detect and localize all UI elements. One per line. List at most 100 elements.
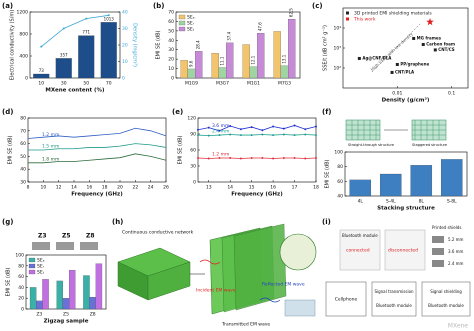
y-tick-label: 10² (333, 66, 341, 72)
legend-label: 3D printed EMI shielding materials (354, 11, 432, 17)
photo (384, 229, 426, 271)
x-tick-label: 20 (117, 185, 123, 191)
x-axis-title: Density (g/cm³) (382, 97, 430, 104)
box-label: Signal transmission (374, 289, 414, 294)
marker (304, 128, 307, 131)
x-tick-label: 10 (40, 185, 46, 191)
x-tick-label: S-4L (386, 199, 396, 205)
y-tick-label: 0 (193, 180, 196, 186)
x-axis-title: MXene content (%) (45, 88, 105, 94)
point (390, 70, 394, 74)
photo (339, 229, 381, 271)
bar (218, 67, 227, 79)
value-label: 13.1 (282, 54, 287, 63)
y-tick-label: 30 (190, 164, 196, 170)
panel-label: (a) (2, 2, 13, 10)
legend-label: SEₜ (187, 27, 195, 33)
legend-swatch (28, 269, 36, 275)
sample-image (56, 242, 74, 250)
x-tick-label: 10 (38, 81, 44, 87)
bar (211, 53, 219, 79)
point-label: Carbon foam (426, 41, 455, 46)
marker (282, 127, 285, 130)
legend-label: SEₐ (187, 15, 195, 21)
marker (197, 157, 199, 159)
bar (257, 33, 265, 79)
bar (379, 173, 402, 197)
bar (226, 42, 234, 79)
marker (304, 157, 307, 160)
panel-label: (b) (153, 2, 164, 10)
value-label: 1013 (104, 16, 115, 21)
y-tick-label: 40 (18, 285, 24, 291)
value-label: 73 (39, 68, 45, 73)
y-tick-label: 90 (190, 132, 196, 138)
thickness-label: 2.4 mm (448, 261, 464, 266)
panel-label: (f) (322, 108, 331, 116)
shield (432, 236, 444, 243)
x-tick-label: 24 (148, 185, 154, 191)
x-tick-label: 18 (313, 185, 319, 191)
x-tick-label: 14 (71, 185, 77, 191)
marker (250, 157, 253, 159)
y2-tick-label: 30 (122, 26, 128, 32)
x-tick-label: 0.01 (392, 91, 402, 97)
marker (62, 27, 65, 30)
x-tick-label: 16 (86, 185, 92, 191)
diagram-label: Transmitted EM wave (221, 322, 270, 328)
bar (410, 165, 433, 197)
panel-label: (h) (112, 218, 123, 226)
panel-label: (e) (172, 108, 183, 116)
value-label: 47.6 (258, 22, 263, 31)
shield (432, 248, 444, 255)
bar (29, 287, 37, 310)
bar (89, 297, 96, 310)
line (197, 134, 317, 137)
x-tick-label: 50 (83, 81, 89, 87)
marker (315, 157, 317, 159)
series-label: 1.2 mm (212, 152, 229, 158)
inset-lines (346, 120, 380, 140)
y-tick-label: 1200 (17, 10, 29, 16)
x-axis-title: Stacking structure (377, 206, 435, 212)
value-label: 62.5 (289, 8, 294, 17)
y2-tick-label: 0 (122, 76, 125, 82)
y-tick-label: 20 (18, 296, 24, 302)
legend-label: SEₜ (37, 270, 45, 276)
network-block (147, 261, 191, 301)
inset-lines (412, 120, 446, 140)
y-tick-label: 60 (190, 148, 196, 154)
thickness-label: 5.2 mm (448, 237, 464, 242)
y-tick-label: 80 (337, 164, 343, 170)
bar (280, 65, 289, 79)
x-tick-label: 4L (358, 199, 364, 205)
panel-i: (i) Bluetooth module connected disconnec… (322, 218, 471, 330)
marker (40, 45, 43, 48)
marker (85, 17, 88, 20)
y-tick-label: 60 (18, 274, 24, 280)
inset-g: Z3 Z5 Z8 (32, 233, 98, 250)
bar (56, 280, 63, 310)
value-label: 11.1 (220, 56, 225, 65)
line (28, 153, 167, 164)
marker (250, 134, 253, 137)
legend-swatch (346, 17, 349, 21)
bar (288, 18, 296, 79)
sample-label: Z5 (62, 233, 71, 240)
bar (36, 300, 43, 310)
y-tick-label: 40 (337, 194, 343, 200)
bar (100, 22, 117, 79)
bar (249, 66, 258, 79)
x-axis-title: Zigzag sample (44, 319, 89, 325)
marker (282, 133, 285, 136)
y-tick-label: 100 (334, 150, 343, 156)
thickness-label: 3.6 mm (448, 249, 464, 254)
marker (293, 157, 296, 159)
x-tick-label: 8L (419, 199, 425, 205)
box-label: Cellphone (335, 297, 358, 303)
bar (273, 31, 281, 79)
marker (239, 134, 242, 137)
marker (282, 157, 285, 159)
x-tick-label: M3G7 (216, 81, 229, 87)
